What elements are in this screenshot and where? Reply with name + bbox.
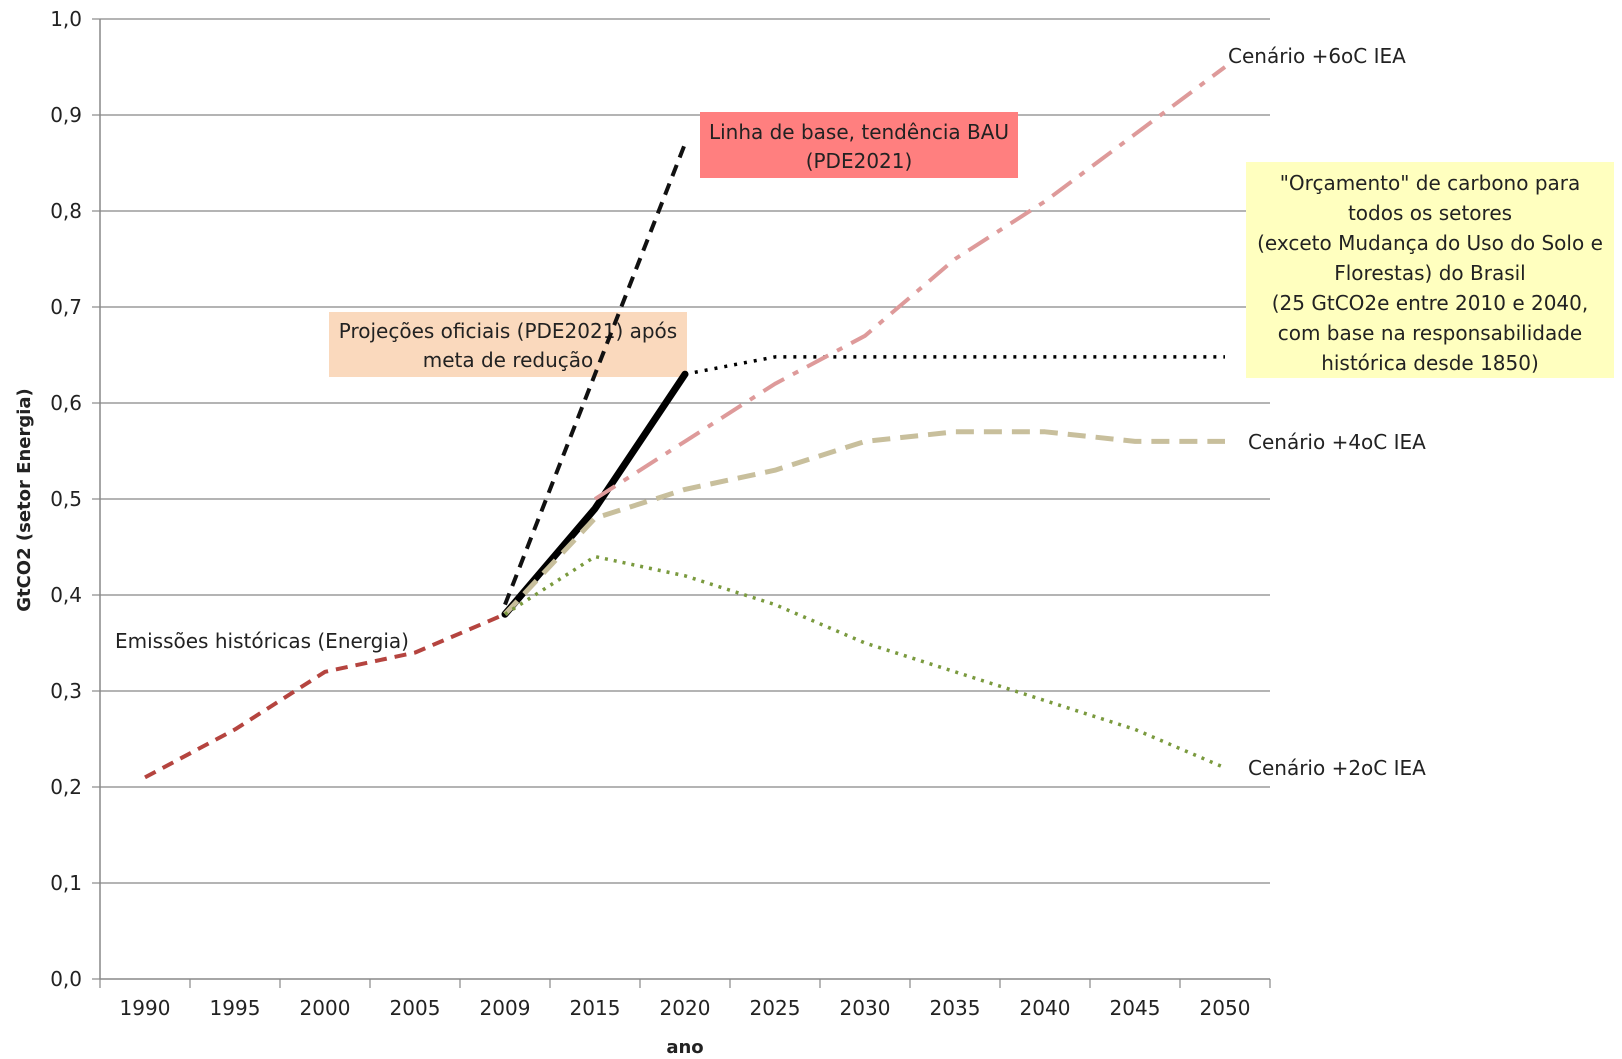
annotation-bau-line-2: (PDE2021): [806, 149, 913, 173]
annotation-orcamento-line-7: histórica desde 1850): [1321, 351, 1539, 375]
x-tick-label: 2040: [1020, 996, 1071, 1020]
annotation-bau: Linha de base, tendência BAU (PDE2021): [700, 112, 1018, 178]
annotation-oficial: Projeções oficiais (PDE2021) após meta d…: [329, 312, 687, 377]
y-tick-label: 1,0: [50, 7, 82, 31]
x-axis-title: ano: [666, 1037, 703, 1058]
annotation-bau-line-1: Linha de base, tendência BAU: [709, 120, 1009, 144]
y-tick-label: 0,1: [50, 871, 82, 895]
annotation-orcamento-line-1: "Orçamento" de carbono para: [1280, 171, 1581, 195]
x-tick-label: 2009: [480, 996, 531, 1020]
series-lines: [144, 65, 1227, 780]
annotation-oficial-line-1: Projeções oficiais (PDE2021) após: [339, 319, 677, 343]
axes: [99, 19, 1270, 980]
y-tick-label: 0,9: [50, 103, 82, 127]
x-tick-labels: 1990 1995 2000 2005 2009 2015 2020 2025 2030 2035…: [99, 979, 1271, 1020]
series-line-iea4: [503, 429, 1225, 616]
label-iea4: Cenário +4oC IEA: [1248, 430, 1426, 454]
y-tick-label: 0,5: [50, 487, 82, 511]
annotation-orcamento-line-5: (25 GtCO2e entre 2010 e 2040,: [1272, 291, 1588, 315]
series-line-oficial_ext: [684, 355, 1225, 376]
x-tick-label: 2020: [660, 996, 711, 1020]
y-axis-title: GtCO2 (setor Energia): [14, 388, 35, 612]
series-line-oficial: [501, 370, 689, 618]
series-line-iea2: [504, 554, 1226, 770]
annotation-orcamento: "Orçamento" de carbono para todos os set…: [1246, 162, 1614, 378]
series-line-iea6: [593, 65, 1227, 501]
x-tick-label: 2000: [300, 996, 351, 1020]
x-tick-label: 2015: [570, 996, 621, 1020]
annotation-orcamento-line-6: com base na responsabilidade: [1278, 321, 1583, 345]
x-tick-label: 2035: [930, 996, 981, 1020]
y-tick-label: 0,0: [50, 967, 82, 991]
y-tick-label: 0,2: [50, 775, 82, 799]
x-tick-label: 2030: [840, 996, 891, 1020]
label-iea2: Cenário +2oC IEA: [1248, 756, 1426, 780]
annotation-orcamento-line-2: todos os setores: [1348, 201, 1512, 225]
annotation-orcamento-line-4: Florestas) do Brasil: [1334, 261, 1526, 285]
x-tick-label: 2050: [1200, 996, 1251, 1020]
y-tick-label: 0,6: [50, 391, 82, 415]
x-tick-label: 2045: [1110, 996, 1161, 1020]
label-historico: Emissões históricas (Energia): [115, 629, 409, 653]
y-tick-label: 0,7: [50, 295, 82, 319]
x-tick-label: 1990: [120, 996, 171, 1020]
gridlines: [92, 18, 1270, 980]
annotation-orcamento-line-3: (exceto Mudança do Uso do Solo e: [1257, 231, 1603, 255]
series-line-bau: [503, 143, 687, 606]
y-tick-label: 0,3: [50, 679, 82, 703]
y-tick-label: 0,8: [50, 199, 82, 223]
annotation-oficial-line-2: meta de redução: [423, 348, 594, 372]
x-tick-label: 2005: [390, 996, 441, 1020]
label-iea6: Cenário +6oC IEA: [1228, 44, 1406, 68]
series-line-historico: [144, 612, 506, 780]
x-tick-label: 1995: [210, 996, 261, 1020]
y-tick-labels: 0,0 0,1 0,2 0,3 0,4 0,5 0,6 0,7 0,8 0,9 1,0: [50, 7, 82, 991]
y-tick-label: 0,4: [50, 583, 82, 607]
x-tick-label: 2025: [750, 996, 801, 1020]
